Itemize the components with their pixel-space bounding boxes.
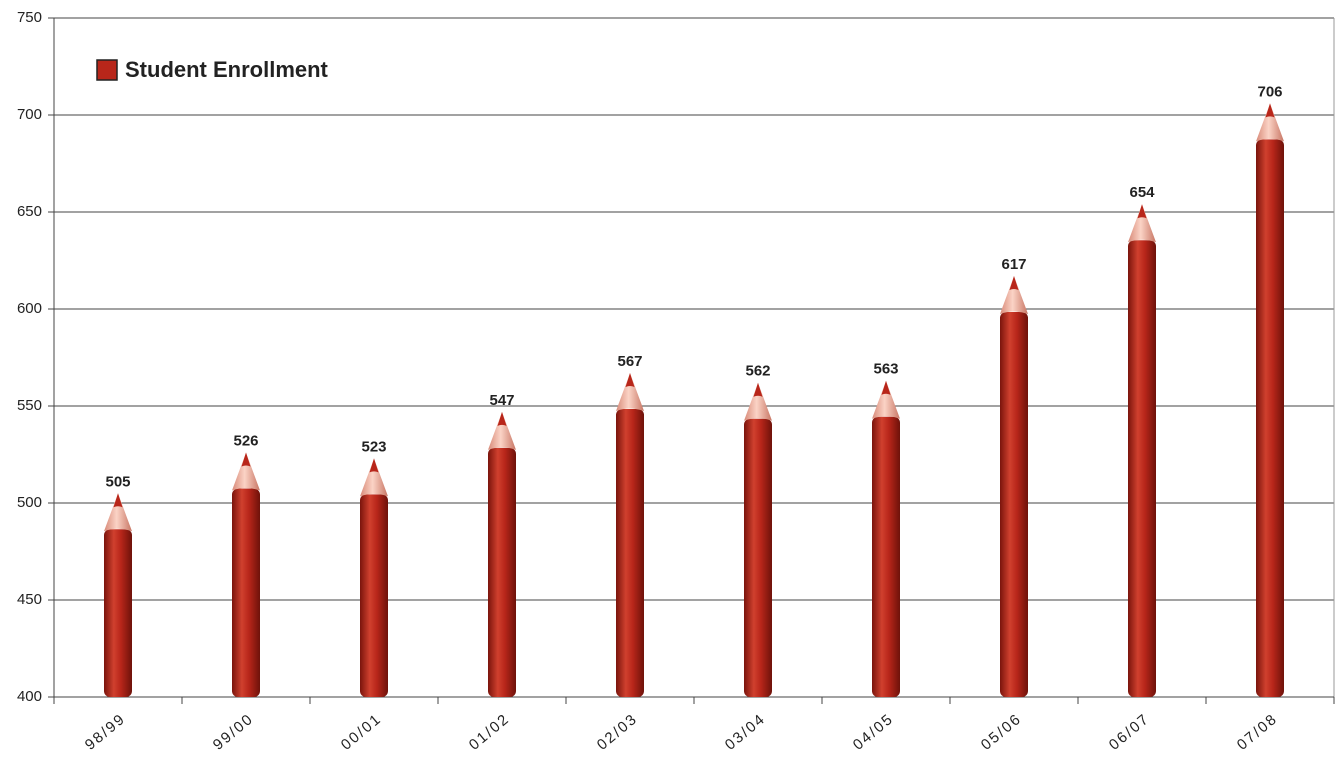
x-tick-label: 02/03 (594, 710, 641, 754)
y-tick-label: 700 (17, 106, 42, 123)
value-label: 654 (1129, 184, 1155, 201)
x-tick-label: 03/04 (722, 710, 769, 754)
y-tick-label: 750 (17, 9, 42, 26)
x-tick-label: 06/07 (1106, 710, 1153, 754)
y-tick-label: 600 (17, 300, 42, 317)
pencil-bar (1256, 103, 1284, 698)
pencil-bar (1000, 276, 1028, 697)
pencil-body (1000, 312, 1028, 697)
pencil-cone (488, 411, 516, 450)
value-label: 567 (617, 353, 642, 370)
y-tick-label: 500 (17, 494, 42, 511)
pencil-cone (1128, 204, 1156, 243)
pencil-cone (232, 452, 260, 491)
value-label: 562 (745, 363, 770, 380)
pencil-bar (616, 373, 644, 697)
pencil-body (104, 529, 132, 697)
pencil-cone (360, 458, 388, 497)
pencil-cone (1000, 276, 1028, 315)
x-tick-label: 01/02 (466, 710, 513, 754)
pencil-lead (241, 452, 251, 467)
x-tick-label: 00/01 (338, 710, 385, 754)
pencil-cone (1256, 103, 1284, 142)
value-label: 617 (1001, 256, 1026, 273)
pencil-bar (1128, 204, 1156, 698)
pencil-bar (872, 380, 900, 697)
pencil-body (1128, 240, 1156, 698)
pencil-body (1256, 139, 1284, 698)
y-tick-label: 450 (17, 591, 42, 608)
x-tick-label: 07/08 (1234, 710, 1281, 754)
value-label: 523 (361, 438, 386, 455)
pencil-lead (881, 380, 891, 395)
pencil-cone (872, 380, 900, 419)
pencil-lead (753, 382, 763, 397)
pencil-lead (625, 373, 635, 388)
pencil-lead (1265, 103, 1275, 118)
x-tick-label: 99/00 (210, 710, 257, 754)
pencil-lead (369, 458, 379, 473)
pencil-body (744, 418, 772, 697)
y-tick-label: 650 (17, 203, 42, 220)
pencil-bar (360, 458, 388, 697)
value-label: 526 (233, 433, 258, 450)
pencil-cone (104, 493, 132, 532)
pencil-body (616, 409, 644, 697)
x-tick-label: 05/06 (978, 710, 1025, 754)
pencil-body (488, 447, 516, 697)
pencil-lead (1009, 276, 1019, 291)
pencil-lead (497, 411, 507, 426)
pencil-bar (744, 382, 772, 697)
pencil-cone (744, 382, 772, 421)
pencil-lead (113, 493, 123, 508)
value-label: 563 (873, 361, 898, 378)
legend-label: Student Enrollment (125, 57, 329, 82)
pencil-cone (616, 373, 644, 412)
y-tick-label: 550 (17, 397, 42, 414)
pencil-lead (1137, 204, 1147, 219)
x-tick-label: 98/99 (82, 710, 129, 754)
pencil-body (232, 488, 260, 697)
pencil-body (872, 416, 900, 697)
pencil-bar (488, 411, 516, 697)
pencil-body (360, 494, 388, 697)
value-label: 505 (105, 473, 130, 490)
value-label: 547 (489, 392, 514, 409)
pencil-bar (232, 452, 260, 697)
y-tick-label: 400 (17, 688, 42, 705)
x-tick-label: 04/05 (850, 710, 897, 754)
legend-swatch (96, 59, 118, 81)
value-label: 706 (1257, 83, 1282, 100)
pencil-bar (104, 493, 132, 697)
